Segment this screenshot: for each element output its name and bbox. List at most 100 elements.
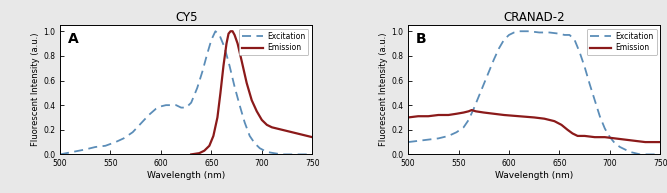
Excitation	[270, 152, 278, 154]
Emission	[452, 113, 460, 115]
Excitation	[308, 153, 316, 156]
Emission	[414, 115, 422, 117]
Line: Emission: Emission	[408, 110, 660, 142]
Emission	[233, 42, 241, 45]
Emission	[298, 134, 306, 136]
Emission	[217, 92, 225, 94]
Excitation	[576, 51, 584, 53]
Emission	[404, 116, 412, 119]
Excitation	[404, 141, 412, 143]
Emission	[641, 141, 649, 143]
Excitation	[434, 137, 442, 140]
Line: Excitation: Excitation	[408, 31, 660, 154]
Emission	[209, 135, 217, 137]
Excitation	[278, 153, 286, 156]
Emission	[564, 129, 572, 131]
Excitation	[500, 39, 508, 41]
Excitation	[193, 87, 201, 89]
Excitation	[581, 66, 589, 68]
Emission	[434, 114, 442, 116]
Excitation	[152, 108, 160, 110]
Emission	[247, 99, 255, 101]
Excitation	[546, 31, 554, 34]
Excitation	[225, 65, 233, 67]
Excitation	[505, 34, 513, 36]
Excitation	[157, 105, 165, 108]
Excitation	[211, 30, 219, 32]
Excitation	[586, 83, 594, 85]
Excitation	[207, 39, 215, 41]
Y-axis label: Fluorescent Intensity (a.u.): Fluorescent Intensity (a.u.)	[31, 33, 40, 146]
Emission	[468, 109, 476, 111]
Excitation	[414, 140, 422, 142]
Emission	[568, 132, 576, 135]
Excitation	[81, 148, 89, 151]
Emission	[213, 116, 221, 119]
Excitation	[56, 153, 64, 156]
Excitation	[631, 152, 639, 154]
Legend: Excitation, Emission: Excitation, Emission	[239, 29, 308, 55]
Emission	[195, 152, 203, 154]
Legend: Excitation, Emission: Excitation, Emission	[587, 29, 656, 55]
Excitation	[263, 151, 271, 153]
Excitation	[570, 39, 578, 41]
Excitation	[485, 71, 493, 73]
Emission	[500, 114, 508, 116]
Excitation	[475, 95, 483, 98]
Excitation	[203, 52, 211, 55]
Emission	[293, 132, 301, 135]
Emission	[656, 141, 664, 143]
Emission	[308, 136, 316, 138]
Emission	[303, 135, 311, 137]
Excitation	[444, 135, 452, 137]
Emission	[237, 60, 245, 62]
Emission	[225, 33, 233, 35]
Emission	[243, 82, 251, 84]
Excitation	[656, 153, 664, 156]
X-axis label: Wavelength (nm): Wavelength (nm)	[495, 171, 574, 180]
X-axis label: Wavelength (nm): Wavelength (nm)	[147, 171, 225, 180]
Emission	[631, 140, 639, 142]
Emission	[480, 111, 488, 114]
Excitation	[591, 99, 599, 101]
Excitation	[465, 119, 473, 121]
Excitation	[621, 148, 629, 151]
Text: A: A	[67, 32, 78, 46]
Line: Emission: Emission	[191, 31, 312, 154]
Excitation	[245, 135, 253, 137]
Excitation	[167, 104, 175, 106]
Line: Excitation: Excitation	[60, 31, 312, 154]
Emission	[601, 136, 609, 138]
Excitation	[460, 126, 468, 129]
Excitation	[177, 107, 185, 109]
Excitation	[111, 141, 119, 143]
Title: CY5: CY5	[175, 11, 197, 24]
Excitation	[101, 145, 109, 147]
Excitation	[490, 58, 498, 61]
Excitation	[601, 127, 609, 130]
Emission	[258, 119, 266, 121]
Emission	[611, 137, 619, 140]
Excitation	[560, 34, 568, 36]
Emission	[229, 30, 237, 32]
Emission	[540, 118, 548, 120]
Emission	[574, 135, 582, 137]
Y-axis label: Fluorescent Intensity (a.u.): Fluorescent Intensity (a.u.)	[380, 33, 388, 146]
Excitation	[221, 46, 229, 48]
Emission	[278, 129, 286, 131]
Emission	[581, 135, 589, 137]
Emission	[223, 42, 231, 45]
Excitation	[241, 121, 249, 124]
Excitation	[636, 153, 644, 156]
Emission	[515, 115, 523, 117]
Excitation	[510, 31, 518, 34]
Excitation	[556, 33, 564, 35]
Emission	[444, 114, 452, 116]
Excitation	[215, 34, 223, 36]
Emission	[205, 145, 213, 147]
Excitation	[452, 131, 460, 133]
Emission	[273, 127, 281, 130]
Emission	[253, 110, 261, 113]
Emission	[424, 115, 432, 117]
Emission	[200, 150, 208, 152]
